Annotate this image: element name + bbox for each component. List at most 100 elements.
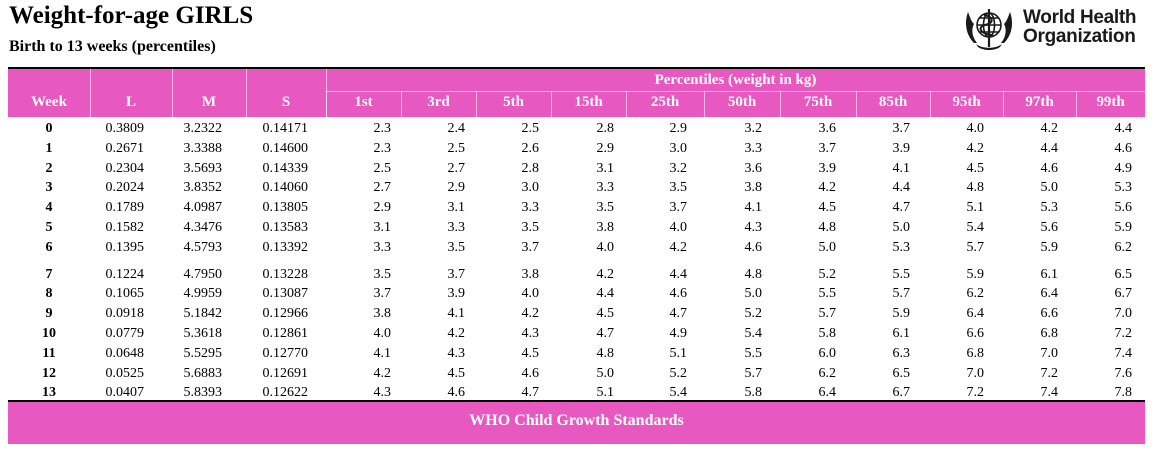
lms-cell: 0.0407: [105, 385, 145, 401]
percentile-cell: 5.9: [1040, 239, 1059, 255]
percentile-cell: 4.9: [1114, 160, 1133, 176]
percentile-cell: 2.7: [447, 160, 466, 176]
week-cell: 1: [45, 140, 53, 156]
percentile-cell: 5.1: [669, 345, 688, 361]
lms-cell: 0.0648: [105, 345, 145, 361]
percentile-cell: 5.2: [669, 365, 688, 381]
percentile-cell: 7.0: [966, 365, 985, 381]
percentile-cell: 4.9: [669, 326, 688, 341]
percentile-cell: 5.6: [1040, 220, 1059, 235]
percentile-cell: 4.2: [669, 239, 688, 255]
percentile-cell: 3.5: [521, 220, 540, 235]
percentile-cell: 5.0: [892, 220, 911, 235]
percentile-cell: 3.7: [373, 286, 392, 302]
percentile-cell: 5.4: [669, 385, 688, 401]
lms-cell: 3.3388: [183, 140, 223, 156]
percentile-cell: 2.5: [373, 160, 392, 176]
percentile-cell: 3.2: [744, 121, 763, 136]
percentile-cell: 4.5: [966, 160, 985, 176]
lms-cell: 0.12622: [262, 385, 309, 401]
lms-cell: 0.2024: [105, 180, 145, 196]
percentile-cell: 5.8: [744, 385, 763, 401]
percentile-cell: 5.9: [966, 266, 985, 282]
lms-cell: 3.5693: [183, 160, 223, 176]
percentile-cell: 4.3: [744, 220, 763, 235]
percentile-cell: 2.8: [596, 121, 615, 136]
column-header: 5th: [503, 94, 524, 110]
percentile-cell: 7.0: [1114, 306, 1133, 322]
percentile-cell: 4.7: [596, 326, 615, 341]
column-divider: [1076, 91, 1077, 117]
lms-cell: 0.1224: [105, 266, 145, 282]
footer-text: WHO Child Growth Standards: [469, 412, 684, 429]
percentile-cell: 6.8: [1040, 326, 1059, 341]
percentile-cell: 4.8: [818, 220, 837, 235]
percentile-cell: 3.3: [373, 239, 392, 255]
week-cell: 0: [45, 121, 53, 136]
lms-cell: 0.13392: [262, 239, 309, 255]
percentile-cell: 3.9: [818, 160, 837, 176]
percentile-cell: 2.5: [447, 140, 466, 156]
column-header: 95th: [952, 94, 981, 110]
lms-cell: 0.2671: [105, 140, 145, 156]
lms-cell: 3.8352: [183, 180, 223, 196]
percentile-cell: 4.6: [1114, 140, 1133, 156]
percentile-cell: 6.6: [1040, 306, 1059, 322]
percentile-cell: 6.4: [818, 385, 837, 401]
column-divider: [246, 69, 247, 117]
percentile-cell: 7.2: [1114, 326, 1133, 341]
percentile-cell: 6.4: [966, 306, 985, 322]
percentile-cell: 4.5: [818, 200, 837, 216]
table-row: 13 0.0407 5.8393 0.12622 4.3 4.6 4.7 5.1 5.4 5.8 6…: [8, 383, 1145, 403]
table-header-band: Percentiles (weight in kg) Week L M S 1st 3rd…: [8, 69, 1145, 117]
percentile-cell: 4.4: [1040, 140, 1059, 156]
percentile-cell: 3.3: [596, 180, 615, 196]
table-row: 0 0.3809 3.2322 0.14171 2.3 2.4 2.5 2.8 2.9 3.2 3.…: [8, 119, 1145, 139]
percentile-cell: 6.7: [1114, 286, 1133, 302]
week-cell: 5: [45, 220, 53, 235]
percentile-cell: 7.8: [1114, 385, 1133, 401]
percentile-cell: 3.6: [818, 121, 837, 136]
percentile-cell: 4.1: [892, 160, 911, 176]
column-divider: [476, 91, 477, 117]
percentile-cell: 2.9: [447, 180, 466, 196]
percentile-cell: 3.2: [669, 160, 688, 176]
percentile-cell: 2.5: [521, 121, 540, 136]
percentile-cell: 5.7: [966, 239, 985, 255]
percentile-cell: 4.2: [596, 266, 615, 282]
week-cell: 7: [45, 266, 53, 282]
percentile-cell: 4.3: [447, 345, 466, 361]
lms-cell: 4.3476: [183, 220, 223, 235]
percentile-cell: 3.1: [596, 160, 615, 176]
percentile-cell: 4.2: [1040, 121, 1059, 136]
percentile-cell: 4.6: [447, 385, 466, 401]
percentile-cell: 3.3: [447, 220, 466, 235]
column-header: 99th: [1096, 94, 1125, 110]
header-divider: [326, 91, 1145, 92]
percentile-cell: 5.0: [596, 365, 615, 381]
percentile-cell: 5.2: [818, 266, 837, 282]
week-cell: 12: [42, 365, 56, 381]
percentile-cell: 3.8: [744, 180, 763, 196]
percentile-cell: 4.2: [373, 365, 392, 381]
percentile-cell: 4.1: [744, 200, 763, 216]
percentile-cell: 4.8: [596, 345, 615, 361]
percentile-cell: 4.3: [521, 326, 540, 341]
percentile-cell: 4.1: [373, 345, 392, 361]
column-header: 85th: [878, 94, 908, 110]
percentile-cell: 4.2: [521, 306, 540, 322]
column-divider: [401, 91, 402, 117]
weight-table: Percentiles (weight in kg) Week L M S 1st 3rd…: [8, 67, 1145, 446]
percentile-cell: 3.0: [521, 180, 540, 196]
percentile-cell: 5.4: [744, 326, 763, 341]
percentile-cell: 4.5: [447, 365, 466, 381]
percentile-cell: 6.2: [1114, 239, 1133, 255]
percentile-cell: 7.6: [1114, 365, 1133, 381]
week-cell: 10: [42, 326, 56, 341]
percentile-cell: 6.7: [892, 385, 911, 401]
percentile-cell: 3.8: [373, 306, 392, 322]
percentile-cell: 5.9: [892, 306, 911, 322]
table-row: 5 0.1582 4.3476 0.13583 3.1 3.3 3.5 3.8 4.0 4.3 4.…: [8, 218, 1145, 238]
percentile-cell: 4.2: [818, 180, 837, 196]
column-header: L: [125, 94, 136, 110]
